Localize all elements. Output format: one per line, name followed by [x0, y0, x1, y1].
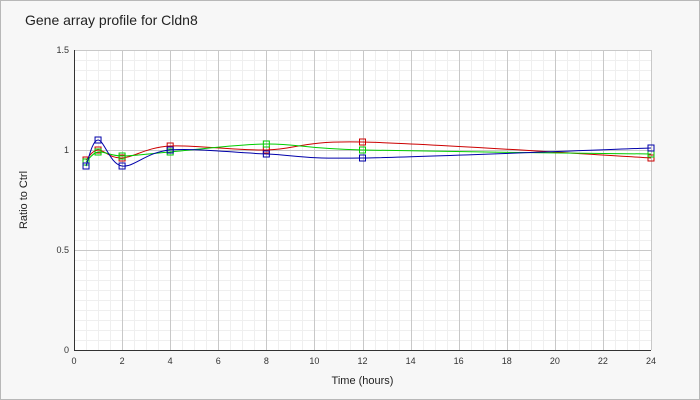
- x-tick-label: 2: [120, 356, 125, 366]
- data-point: [647, 144, 655, 152]
- data-point: [118, 152, 126, 160]
- x-tick-label: 22: [598, 356, 608, 366]
- y-tick-label: 0.5: [56, 245, 69, 255]
- data-point: [262, 140, 270, 148]
- data-point: [647, 154, 655, 162]
- x-tick-label: 12: [357, 356, 367, 366]
- grid: [74, 50, 652, 351]
- series-2: [82, 140, 655, 166]
- x-tick-label: 24: [646, 356, 656, 366]
- chart-title: Gene array profile for Cldn8: [25, 12, 198, 28]
- x-tick-label: 10: [309, 356, 319, 366]
- series-layer: [82, 136, 655, 170]
- data-point: [359, 146, 366, 154]
- data-point: [82, 162, 90, 170]
- series-3: [82, 136, 655, 170]
- data-point: [262, 150, 270, 158]
- x-tick-label: 0: [71, 356, 76, 366]
- data-point: [359, 138, 366, 146]
- data-point: [94, 136, 102, 144]
- y-tick-label: 1.5: [56, 45, 69, 55]
- x-tick-label: 8: [264, 356, 269, 366]
- y-tick-label: 0: [64, 345, 69, 355]
- x-tick-label: 6: [216, 356, 221, 366]
- data-point: [166, 146, 174, 154]
- data-point: [359, 154, 366, 162]
- x-axis-label: Time (hours): [332, 375, 394, 387]
- x-tick-label: 18: [502, 356, 512, 366]
- data-point: [94, 148, 102, 156]
- x-tick-label: 20: [550, 356, 560, 366]
- x-tick-label: 16: [454, 356, 464, 366]
- x-tick-label: 4: [168, 356, 173, 366]
- x-tick-label: 14: [406, 356, 416, 366]
- data-point: [118, 162, 126, 170]
- y-tick-label: 1: [64, 145, 69, 155]
- y-axis-label: Ratio to Ctrl: [18, 171, 30, 229]
